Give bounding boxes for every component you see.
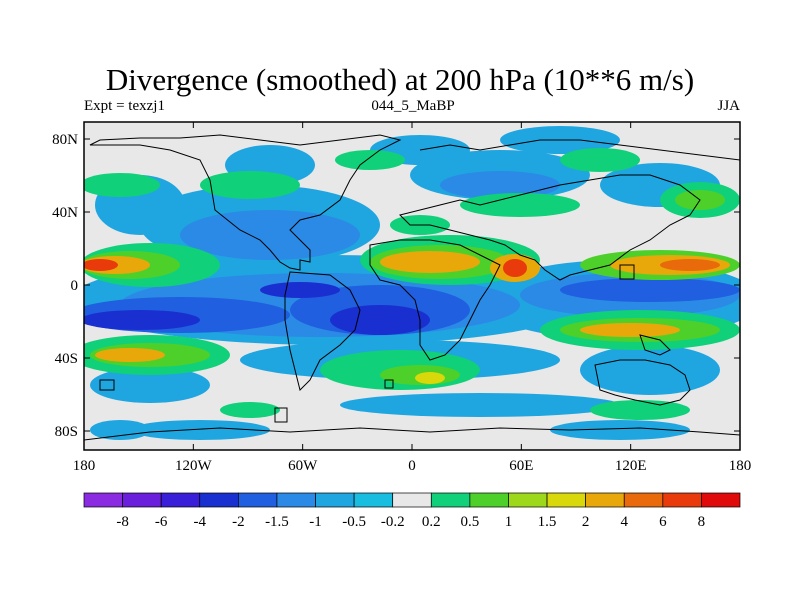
colorbar-swatch <box>623 492 664 508</box>
longitude-tick-label: 180 <box>73 458 96 474</box>
latitude-tick-label: 40N <box>52 205 78 221</box>
colorbar-label: -2 <box>232 514 245 530</box>
colorbar-label: 6 <box>659 514 667 530</box>
longitude-ticks: 180 120W 60W 0 60E 120E 180 <box>73 122 752 474</box>
colorbar-label: -6 <box>155 514 168 530</box>
colorbar-swatch <box>276 492 316 508</box>
plot-title: Divergence (smoothed) at 200 hPa (10**6 … <box>105 62 695 97</box>
season-label: JJA <box>717 98 740 114</box>
colorbar-swatch <box>315 492 355 508</box>
colorbar-label: 1.5 <box>538 514 557 530</box>
colorbar-swatch <box>546 492 586 508</box>
colorbar-label: 4 <box>620 514 628 530</box>
colorbar-label: -4 <box>194 514 207 530</box>
colorbar: -8 -6 -4 -2 -1.5 -1 -0.5 -0.2 0.2 0.5 1 1.5 2 4 6 8 <box>83 492 741 530</box>
colorbar-label: -0.2 <box>381 514 405 530</box>
coastlines <box>84 134 740 441</box>
experiment-label: Expt = texzj1 <box>84 98 165 114</box>
colorbar-swatch <box>430 492 471 508</box>
latitude-ticks: 80N 40N 0 40S 80S <box>52 132 740 440</box>
colorbar-label: 8 <box>698 514 706 530</box>
latitude-tick-label: 80S <box>55 424 78 440</box>
latitude-tick-label: 40S <box>55 351 78 367</box>
colorbar-swatch <box>83 492 123 508</box>
latitude-tick-label: 0 <box>71 278 79 294</box>
colorbar-swatch <box>701 492 741 508</box>
colorbar-label: -0.5 <box>342 514 366 530</box>
colorbar-swatch <box>508 492 548 508</box>
colorbar-swatch <box>238 492 278 508</box>
colorbar-label: 1 <box>505 514 513 530</box>
colorbar-swatch <box>199 492 239 508</box>
colorbar-label: 0.2 <box>422 514 441 530</box>
colorbar-label: -8 <box>116 514 129 530</box>
colorbar-swatch <box>469 492 509 508</box>
colorbar-label: -1.5 <box>265 514 289 530</box>
colorbar-swatch <box>353 492 394 508</box>
colorbar-label: 0.5 <box>461 514 480 530</box>
longitude-tick-label: 180 <box>729 458 752 474</box>
colorbar-swatch <box>160 492 201 508</box>
longitude-tick-label: 60W <box>288 458 318 474</box>
latitude-tick-label: 80N <box>52 132 78 148</box>
colorbar-label: -1 <box>309 514 322 530</box>
colorbar-swatch <box>122 492 162 508</box>
colorbar-swatch <box>662 492 702 508</box>
longitude-tick-label: 0 <box>408 458 416 474</box>
colorbar-swatch <box>585 492 625 508</box>
colorbar-label: 2 <box>582 514 590 530</box>
longitude-tick-label: 120E <box>615 458 647 474</box>
longitude-tick-label: 120W <box>175 458 213 474</box>
colorbar-swatch <box>392 492 432 508</box>
run-label: 044_5_MaBP <box>371 98 455 114</box>
longitude-tick-label: 60E <box>509 458 533 474</box>
